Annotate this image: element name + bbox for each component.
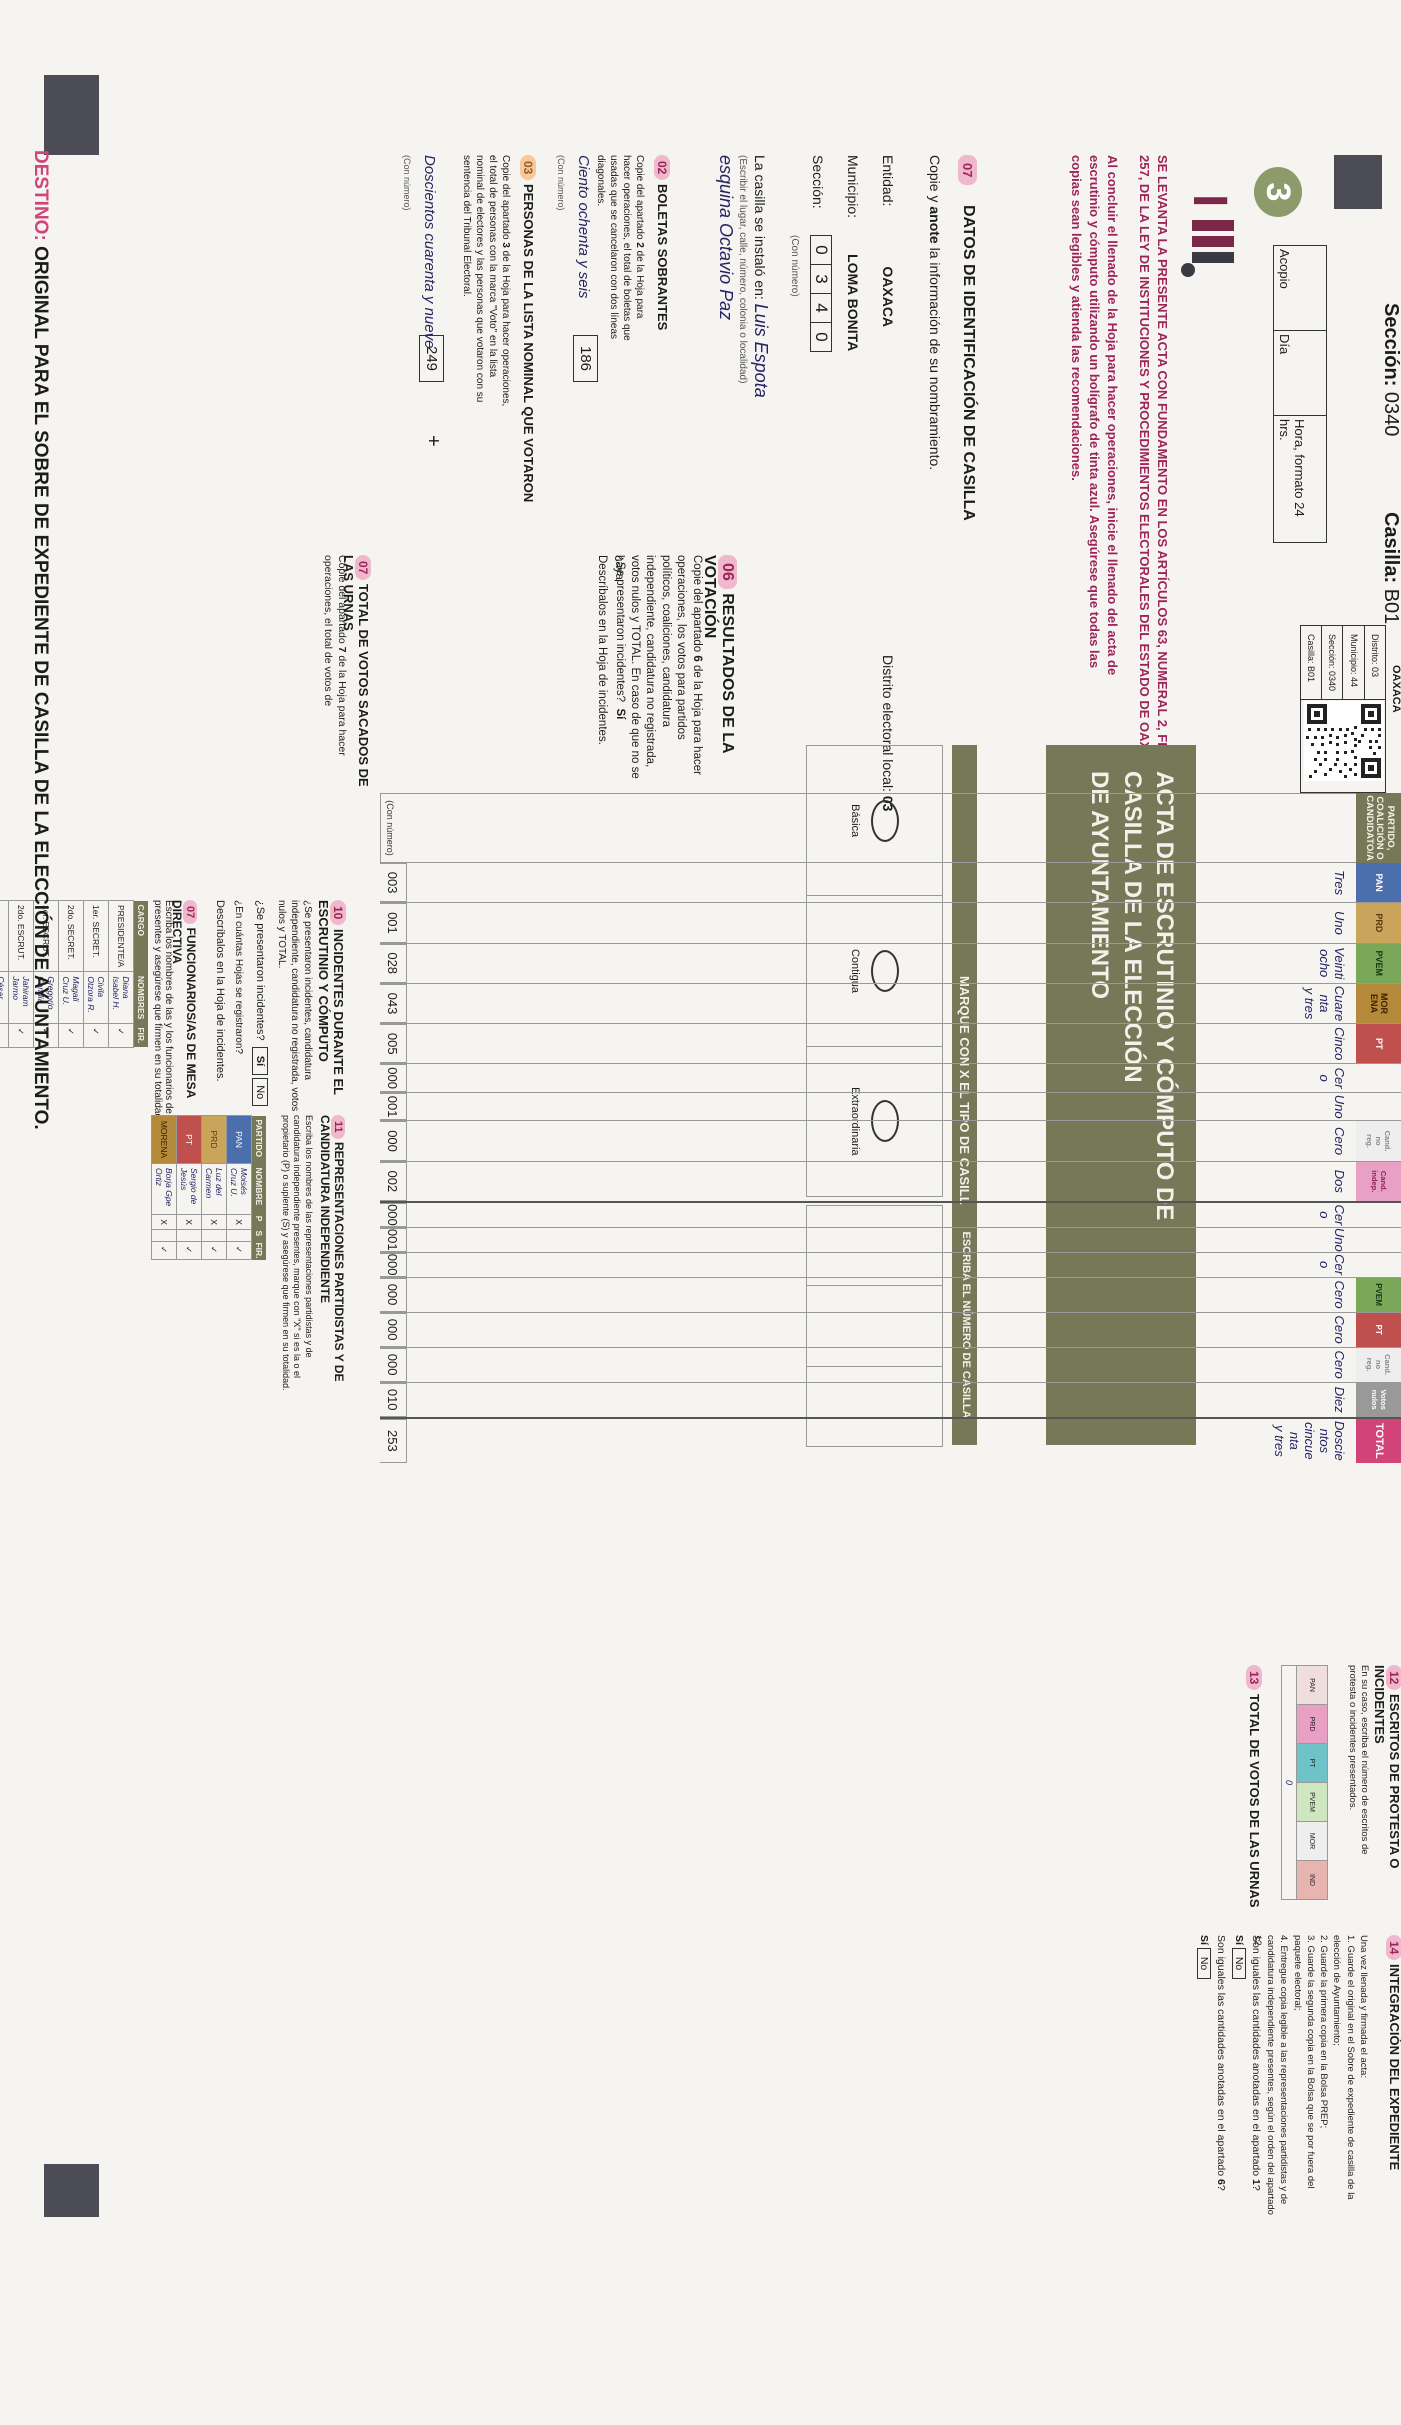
svg-text:I: I xyxy=(1183,194,1236,207)
